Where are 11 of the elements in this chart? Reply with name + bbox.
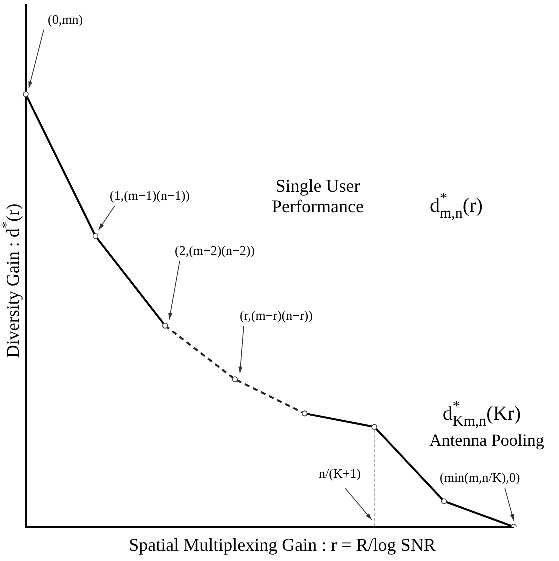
annotation: Single User Performance [272,176,364,217]
annotation: Antenna Pooling [430,431,545,450]
text: (0,mn) [48,12,84,27]
annotation: (2,(m−2)(n−2)) [175,243,255,258]
annotation: (1,(m−1)(n−1)) [110,188,190,203]
annotation: n/(K+1) [319,466,362,481]
y-axis-title: Diversity Gain : d*(r) [0,204,23,358]
annotation: (r,(m−r)(n−r)) [240,308,313,323]
x-axis-title: Spatial Multiplexing Gain : r = R/log SNR [129,535,436,555]
annotation: (min(m,n/K),0) [440,470,520,485]
point [232,376,238,382]
